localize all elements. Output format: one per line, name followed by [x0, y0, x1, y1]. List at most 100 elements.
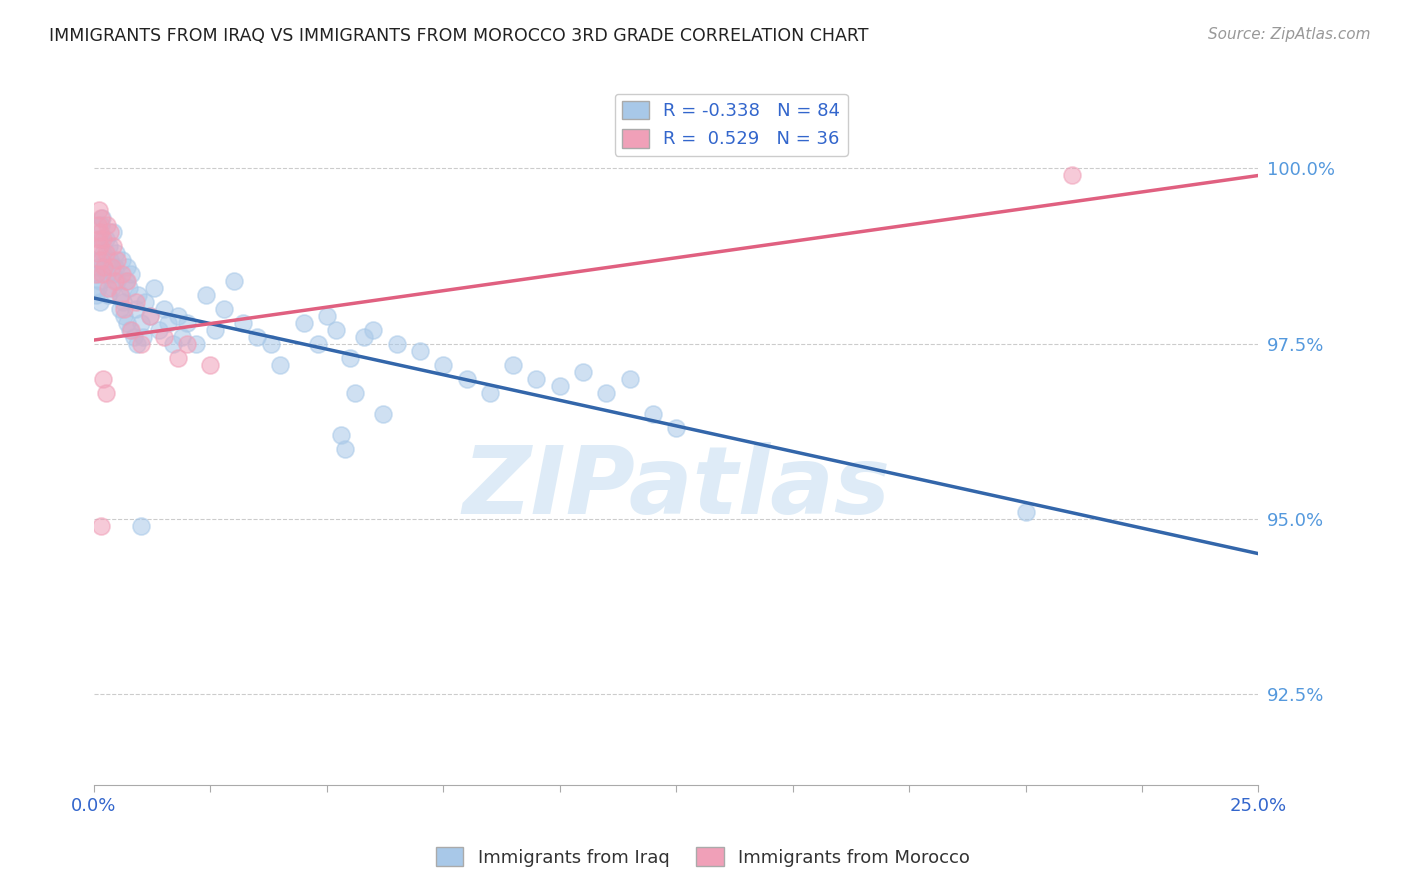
Point: [89, 238, 111, 252]
Point: [90, 231, 112, 245]
Text: ZIPatlas: ZIPatlas: [463, 442, 890, 533]
Point: [335, 442, 357, 456]
Point: [125, 294, 148, 309]
Point: [176, 316, 198, 330]
Point: [96, 267, 118, 281]
Point: [129, 336, 152, 351]
Point: [91, 245, 114, 260]
Point: [87, 280, 110, 294]
Point: [125, 301, 148, 316]
Point: [90, 218, 112, 232]
Point: [478, 385, 501, 400]
Point: [134, 294, 156, 309]
Point: [148, 322, 170, 336]
Point: [108, 287, 131, 301]
Point: [409, 343, 432, 358]
Point: [97, 280, 120, 294]
Point: [269, 358, 291, 372]
Point: [104, 273, 127, 287]
Point: [329, 427, 352, 442]
Point: [166, 351, 188, 365]
Point: [111, 252, 134, 267]
Point: [87, 203, 110, 218]
Point: [129, 316, 152, 330]
Point: [371, 407, 394, 421]
Point: [152, 329, 174, 343]
Point: [665, 420, 688, 434]
Point: [98, 225, 121, 239]
Point: [120, 267, 142, 281]
Point: [87, 252, 110, 267]
Point: [91, 231, 114, 245]
Point: [87, 231, 110, 245]
Point: [353, 329, 375, 343]
Point: [86, 245, 108, 260]
Point: [572, 365, 595, 379]
Point: [214, 301, 236, 316]
Point: [339, 351, 361, 365]
Point: [143, 280, 166, 294]
Text: IMMIGRANTS FROM IRAQ VS IMMIGRANTS FROM MOROCCO 3RD GRADE CORRELATION CHART: IMMIGRANTS FROM IRAQ VS IMMIGRANTS FROM …: [49, 27, 869, 45]
Point: [86, 267, 108, 281]
Point: [96, 218, 118, 232]
Legend: R = -0.338   N = 84, R =  0.529   N = 36: R = -0.338 N = 84, R = 0.529 N = 36: [614, 94, 848, 156]
Point: [307, 336, 329, 351]
Point: [526, 371, 548, 385]
Text: Source: ZipAtlas.com: Source: ZipAtlas.com: [1208, 27, 1371, 42]
Point: [115, 260, 138, 274]
Legend: Immigrants from Iraq, Immigrants from Morocco: Immigrants from Iraq, Immigrants from Mo…: [429, 840, 977, 874]
Point: [204, 322, 226, 336]
Point: [108, 301, 131, 316]
Point: [84, 267, 107, 281]
Point: [98, 252, 121, 267]
Point: [157, 316, 180, 330]
Point: [172, 329, 194, 343]
Point: [139, 309, 162, 323]
Point: [93, 260, 115, 274]
Point: [152, 301, 174, 316]
Point: [1014, 505, 1036, 519]
Point: [125, 336, 148, 351]
Point: [292, 316, 315, 330]
Point: [91, 267, 114, 281]
Point: [222, 273, 245, 287]
Point: [200, 358, 222, 372]
Point: [385, 336, 408, 351]
Point: [89, 225, 111, 239]
Point: [104, 260, 127, 274]
Point: [101, 267, 124, 281]
Point: [101, 238, 124, 252]
Point: [641, 407, 664, 421]
Point: [90, 518, 112, 533]
Point: [502, 358, 524, 372]
Point: [139, 309, 162, 323]
Point: [548, 378, 571, 392]
Point: [619, 371, 641, 385]
Point: [111, 267, 134, 281]
Point: [105, 245, 128, 260]
Point: [89, 273, 111, 287]
Point: [90, 211, 112, 225]
Point: [1062, 169, 1084, 183]
Point: [260, 336, 283, 351]
Point: [232, 316, 254, 330]
Point: [166, 309, 188, 323]
Point: [120, 322, 142, 336]
Point: [97, 287, 120, 301]
Point: [86, 260, 108, 274]
Point: [105, 252, 128, 267]
Point: [186, 336, 208, 351]
Point: [343, 385, 366, 400]
Point: [112, 301, 135, 316]
Point: [94, 231, 117, 245]
Point: [111, 294, 134, 309]
Point: [194, 287, 217, 301]
Point: [89, 294, 111, 309]
Point: [115, 273, 138, 287]
Point: [432, 358, 454, 372]
Point: [112, 309, 135, 323]
Point: [456, 371, 478, 385]
Point: [110, 287, 132, 301]
Point: [120, 322, 142, 336]
Point: [100, 260, 122, 274]
